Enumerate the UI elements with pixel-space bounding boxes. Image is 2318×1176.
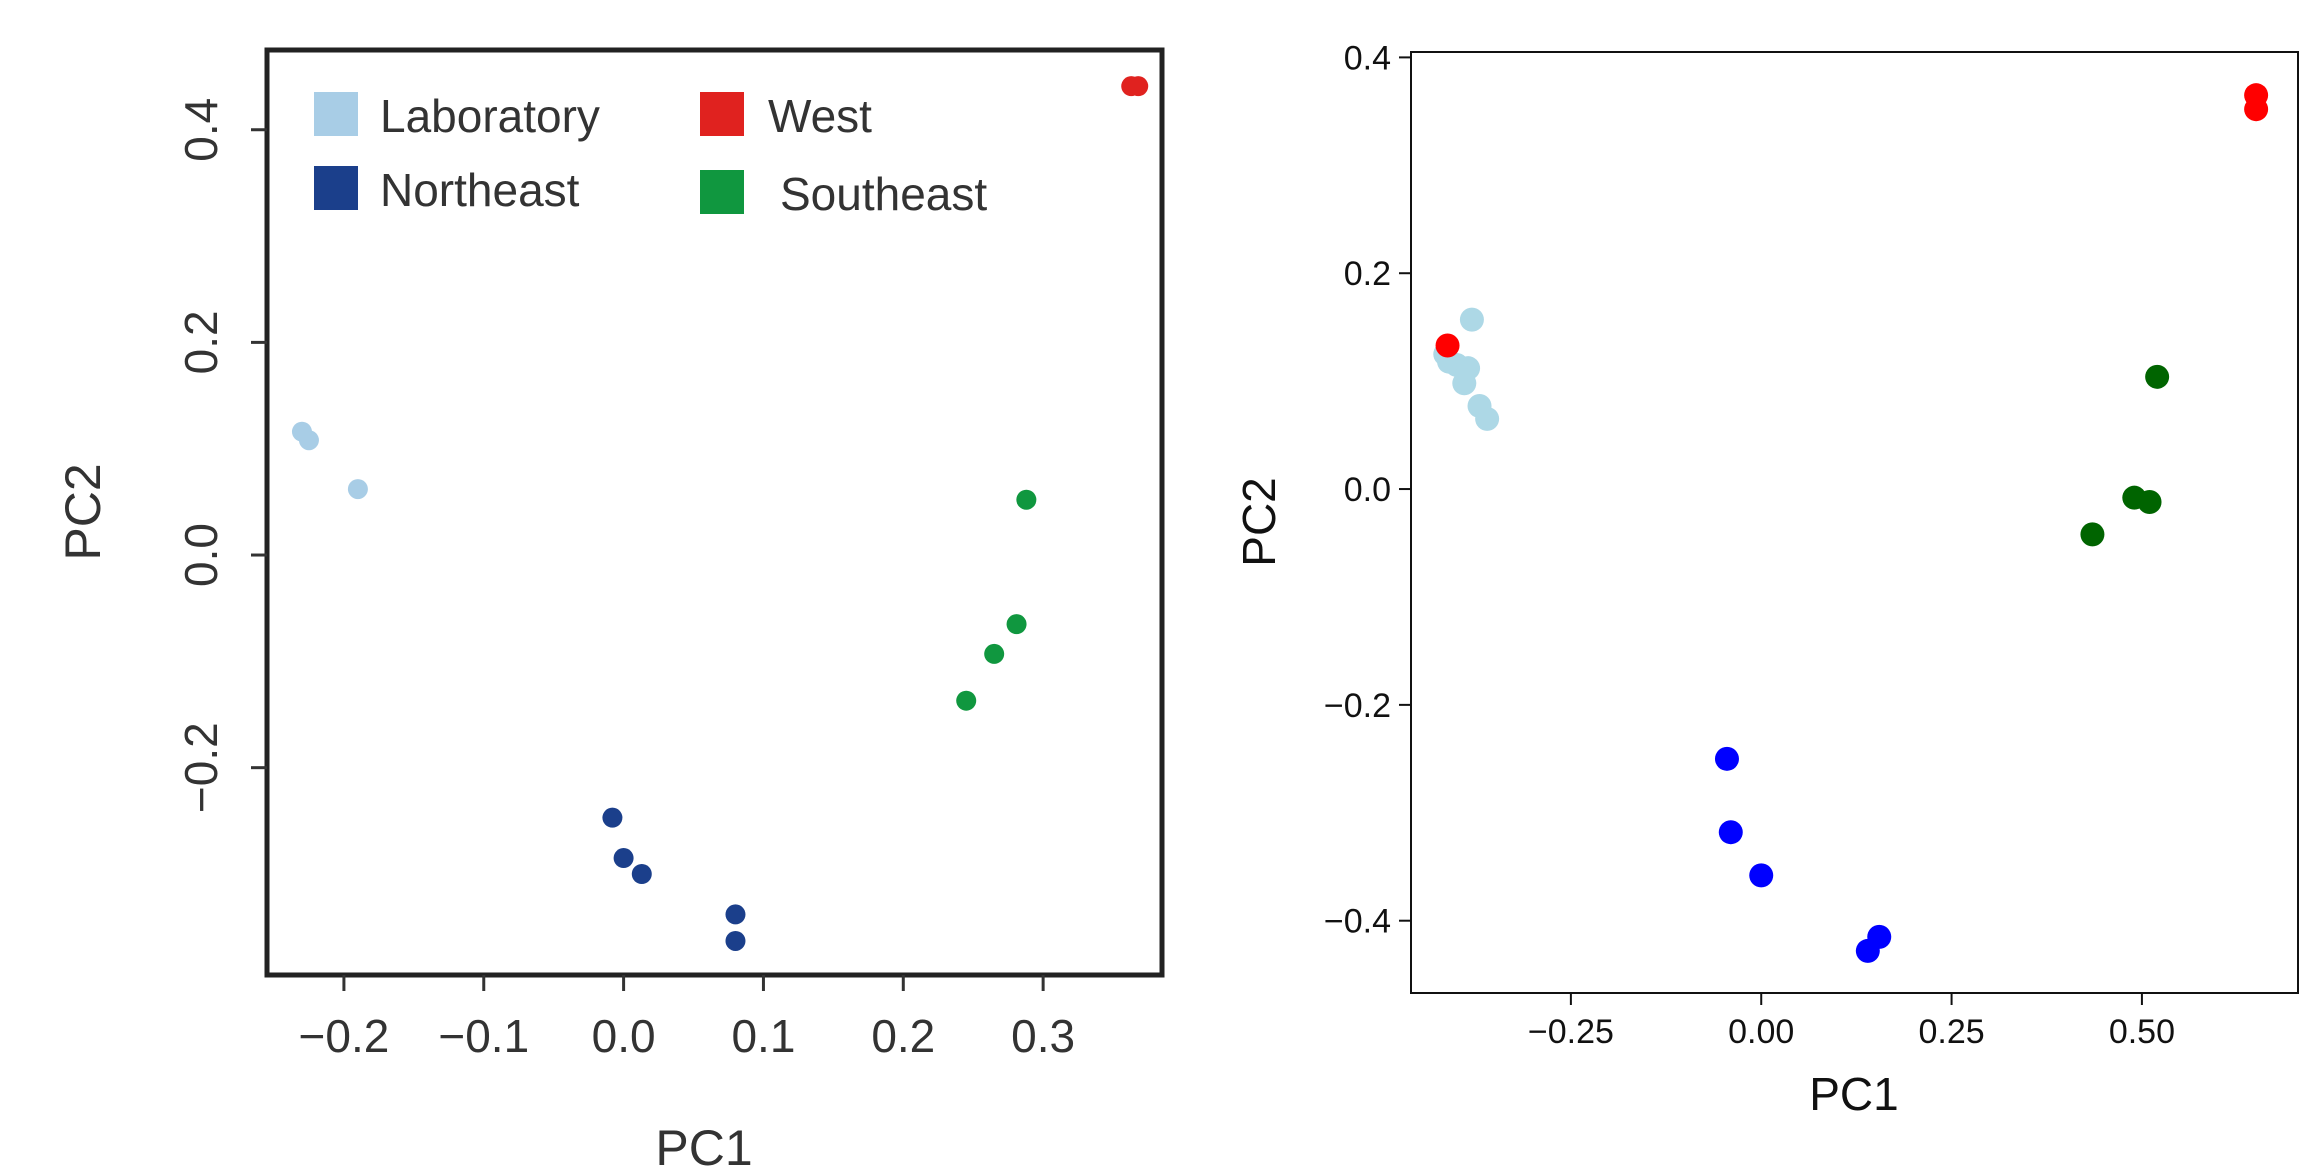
left-point-northeast bbox=[725, 904, 746, 925]
right-point-laboratory bbox=[1456, 356, 1481, 381]
left-x-tick-label: 0.3 bbox=[1011, 1010, 1075, 1062]
right-x-tick-label: −0.25 bbox=[1528, 1013, 1614, 1051]
left-point-southeast bbox=[956, 690, 977, 711]
legend-label-southeast: Southeast bbox=[780, 168, 987, 220]
right-y-tick-label: 0.0 bbox=[1344, 471, 1391, 509]
left-pca-scatter-chart: Laboratory West Northeast Southeast −0.2… bbox=[55, 47, 1165, 1176]
legend-swatch-southeast bbox=[700, 170, 744, 214]
legend-swatch-laboratory bbox=[314, 92, 358, 136]
right-point-northeast bbox=[1749, 863, 1774, 888]
left-x-tick-label: 0.1 bbox=[731, 1010, 795, 1062]
right-point-west bbox=[1435, 333, 1460, 358]
left-point-southeast bbox=[984, 643, 1005, 664]
right-axes: −0.25 0.00 0.25 0.50 −0.4 −0.2 0.0 0.2 0.4 bbox=[1324, 39, 2175, 1051]
right-point-west bbox=[2244, 97, 2269, 122]
left-y-axis-title: PC2 bbox=[55, 463, 111, 560]
left-x-axis-title: PC1 bbox=[655, 1120, 752, 1176]
right-x-axis-title: PC1 bbox=[1809, 1068, 1898, 1120]
left-point-laboratory bbox=[347, 479, 368, 500]
left-point-laboratory bbox=[298, 430, 319, 451]
left-point-northeast bbox=[631, 863, 652, 884]
right-y-axis-title: PC2 bbox=[1233, 477, 1285, 566]
left-point-southeast bbox=[1006, 614, 1027, 635]
right-x-tick-label: 0.25 bbox=[1918, 1013, 1984, 1051]
left-point-northeast bbox=[725, 930, 746, 951]
right-y-tick-label: 0.4 bbox=[1344, 39, 1391, 77]
left-plot-frame bbox=[264, 47, 1165, 978]
right-point-northeast bbox=[1718, 820, 1743, 845]
left-x-tick-label: 0.0 bbox=[592, 1010, 656, 1062]
right-x-tick-label: 0.50 bbox=[2109, 1013, 2175, 1051]
right-point-southeast bbox=[2080, 522, 2105, 547]
left-y-tick-label: 0.4 bbox=[175, 98, 227, 162]
legend-label-laboratory: Laboratory bbox=[380, 90, 600, 142]
left-x-tick-label: −0.2 bbox=[299, 1010, 390, 1062]
legend-label-northeast: Northeast bbox=[380, 164, 580, 216]
left-y-tick-label: −0.2 bbox=[175, 722, 227, 813]
left-x-tick-label: 0.2 bbox=[871, 1010, 935, 1062]
right-x-tick-label: 0.00 bbox=[1728, 1013, 1794, 1051]
right-point-northeast bbox=[1714, 746, 1739, 771]
right-point-southeast bbox=[2145, 364, 2170, 389]
left-point-northeast bbox=[602, 807, 623, 828]
right-y-tick-label: −0.2 bbox=[1324, 687, 1391, 725]
right-y-tick-label: −0.4 bbox=[1324, 903, 1391, 941]
left-data-points bbox=[291, 76, 1149, 951]
left-point-southeast bbox=[1016, 489, 1037, 510]
right-point-laboratory bbox=[1459, 307, 1484, 332]
left-point-northeast bbox=[613, 848, 634, 869]
left-legend: Laboratory West Northeast Southeast bbox=[314, 90, 987, 220]
left-x-tick-label: −0.1 bbox=[438, 1010, 529, 1062]
right-point-laboratory bbox=[1475, 406, 1500, 431]
legend-label-west: West bbox=[768, 90, 872, 142]
right-pca-scatter-chart: −0.25 0.00 0.25 0.50 −0.4 −0.2 0.0 0.2 0.4 PC1 P… bbox=[1233, 39, 2299, 1120]
right-data-points bbox=[1433, 83, 2269, 963]
left-point-west bbox=[1128, 76, 1149, 97]
right-plot-frame bbox=[1410, 51, 2299, 994]
left-y-tick-label: 0.2 bbox=[175, 310, 227, 374]
legend-swatch-west bbox=[700, 92, 744, 136]
right-point-northeast bbox=[1867, 924, 1892, 949]
right-point-southeast bbox=[2137, 489, 2162, 514]
left-axes: −0.2 −0.1 0.0 0.1 0.2 0.3 −0.2 0.0 0.2 0.4 bbox=[175, 98, 1075, 1062]
left-y-tick-label: 0.0 bbox=[175, 523, 227, 587]
right-y-tick-label: 0.2 bbox=[1344, 255, 1391, 293]
legend-swatch-northeast bbox=[314, 166, 358, 210]
